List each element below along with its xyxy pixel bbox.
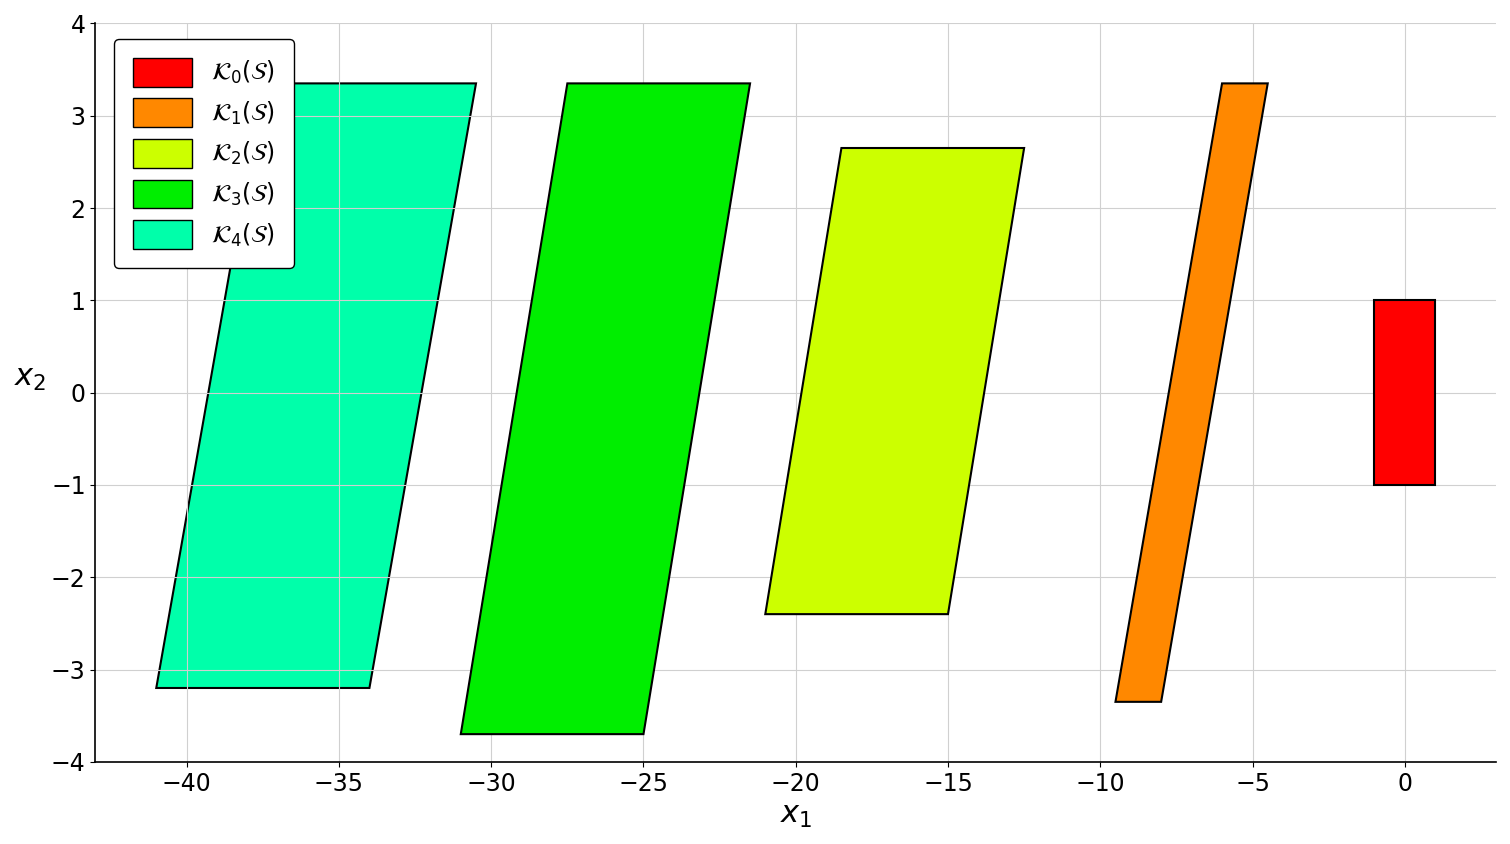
- Polygon shape: [1116, 84, 1268, 702]
- Legend: $\mathcal{K}_0(\mathcal{S})$, $\mathcal{K}_1(\mathcal{S})$, $\mathcal{K}_2(\math: $\mathcal{K}_0(\mathcal{S})$, $\mathcal{…: [115, 39, 294, 268]
- Polygon shape: [766, 148, 1024, 614]
- Polygon shape: [156, 84, 476, 688]
- X-axis label: $x_1$: $x_1$: [779, 801, 812, 830]
- Y-axis label: $x_2$: $x_2$: [14, 364, 47, 392]
- Polygon shape: [461, 84, 750, 734]
- Polygon shape: [1374, 300, 1434, 485]
